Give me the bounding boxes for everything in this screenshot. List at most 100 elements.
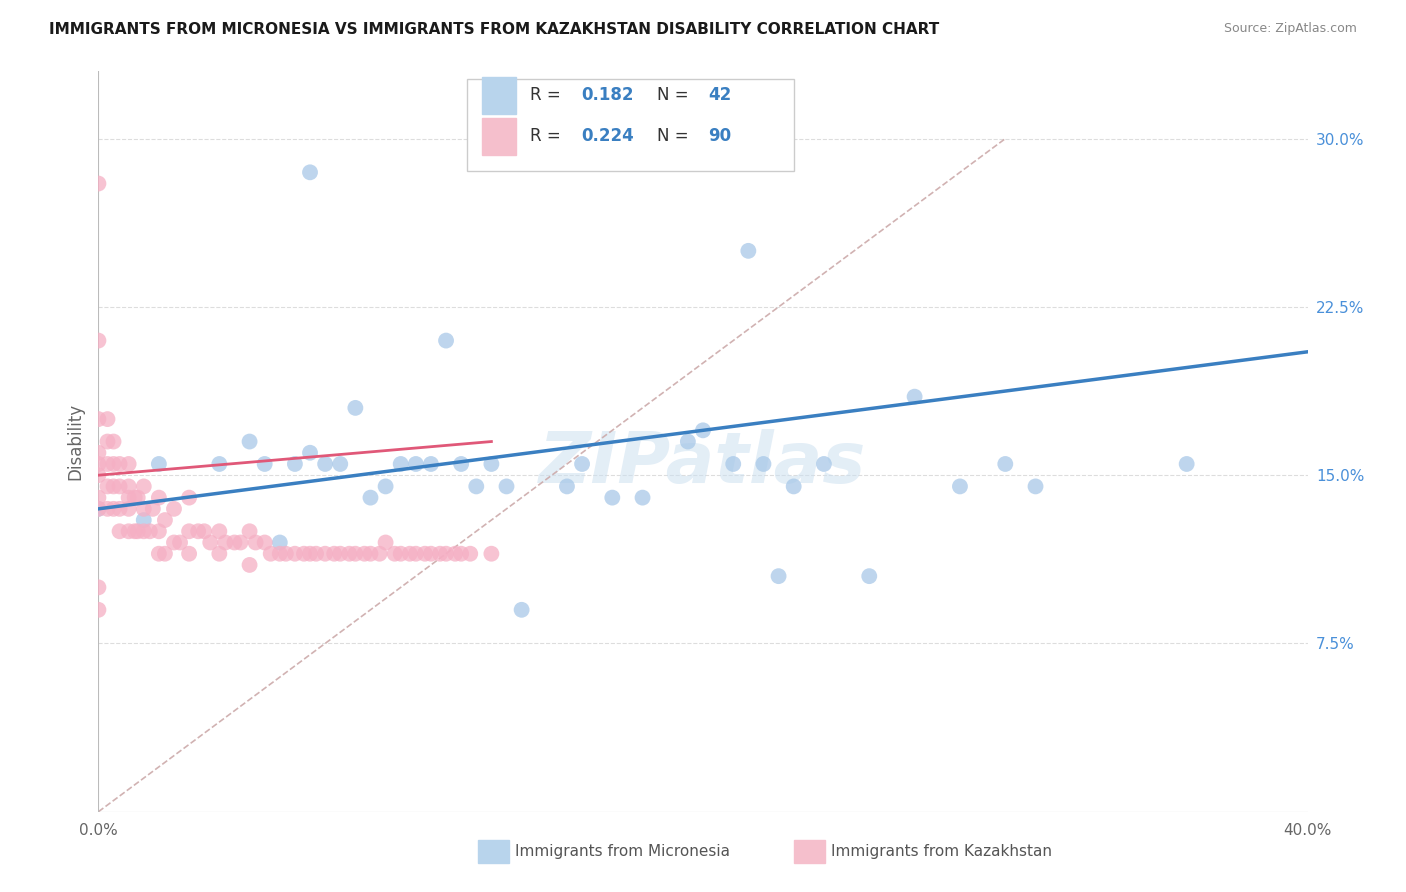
Point xyxy=(495,479,517,493)
Point xyxy=(314,457,336,471)
Point xyxy=(1024,479,1046,493)
Point xyxy=(208,457,231,471)
Point xyxy=(444,547,467,561)
Point xyxy=(260,547,283,561)
Point xyxy=(179,524,201,539)
Point xyxy=(949,479,972,493)
Text: R =: R = xyxy=(530,87,567,104)
Point xyxy=(108,479,131,493)
Point xyxy=(87,412,110,426)
Text: 0.182: 0.182 xyxy=(581,87,633,104)
Point xyxy=(108,457,131,471)
Point xyxy=(481,547,503,561)
Point xyxy=(299,547,322,561)
Point xyxy=(353,547,375,561)
Point xyxy=(344,401,367,415)
Point xyxy=(384,547,406,561)
Point xyxy=(132,524,155,539)
Point xyxy=(148,524,170,539)
Point xyxy=(450,547,472,561)
Y-axis label: Disability: Disability xyxy=(66,403,84,480)
Text: 42: 42 xyxy=(707,87,731,104)
Point xyxy=(187,524,209,539)
Point xyxy=(87,501,110,516)
Point xyxy=(413,547,436,561)
Point xyxy=(429,547,451,561)
Point xyxy=(87,501,110,516)
Point xyxy=(269,547,291,561)
Point xyxy=(360,491,382,505)
Point xyxy=(124,524,146,539)
Point xyxy=(374,479,396,493)
Point xyxy=(127,524,149,539)
Point xyxy=(118,491,141,505)
Point xyxy=(103,501,125,516)
Point xyxy=(148,457,170,471)
Point xyxy=(904,390,927,404)
Text: 0.224: 0.224 xyxy=(581,128,634,145)
Point xyxy=(450,457,472,471)
Point xyxy=(124,491,146,505)
Point xyxy=(103,457,125,471)
Point xyxy=(87,603,110,617)
Point xyxy=(253,535,276,549)
Point xyxy=(132,513,155,527)
Point xyxy=(96,457,118,471)
Point xyxy=(96,434,118,449)
Text: Source: ZipAtlas.com: Source: ZipAtlas.com xyxy=(1223,22,1357,36)
Point xyxy=(118,457,141,471)
Point xyxy=(148,491,170,505)
Point xyxy=(118,501,141,516)
Point xyxy=(96,501,118,516)
Point xyxy=(103,434,125,449)
Point xyxy=(314,547,336,561)
Point xyxy=(108,501,131,516)
Point xyxy=(87,446,110,460)
Point xyxy=(208,524,231,539)
Point xyxy=(139,524,162,539)
Point xyxy=(994,457,1017,471)
Text: N =: N = xyxy=(657,128,695,145)
Point xyxy=(208,547,231,561)
Point xyxy=(284,457,307,471)
Point xyxy=(481,457,503,471)
Point xyxy=(87,457,110,471)
Point xyxy=(555,479,578,493)
Point xyxy=(510,603,533,617)
Point xyxy=(344,547,367,561)
Point xyxy=(571,457,593,471)
Point xyxy=(214,535,236,549)
Text: 90: 90 xyxy=(707,128,731,145)
Point xyxy=(169,535,191,549)
Point xyxy=(87,580,110,594)
Point xyxy=(253,457,276,471)
Point xyxy=(329,547,352,561)
Point xyxy=(458,547,481,561)
Point xyxy=(323,547,346,561)
Point xyxy=(142,501,165,516)
Point xyxy=(398,547,420,561)
Point xyxy=(87,177,110,191)
Point xyxy=(118,479,141,493)
Point xyxy=(389,457,412,471)
Text: N =: N = xyxy=(657,87,695,104)
Point xyxy=(239,558,262,572)
Point xyxy=(179,547,201,561)
Point xyxy=(274,547,297,561)
Point xyxy=(153,547,176,561)
Point xyxy=(163,501,186,516)
FancyBboxPatch shape xyxy=(482,77,516,114)
Point xyxy=(434,547,457,561)
Point xyxy=(87,468,110,483)
Point xyxy=(813,457,835,471)
Text: Immigrants from Kazakhstan: Immigrants from Kazakhstan xyxy=(831,845,1052,859)
Text: IMMIGRANTS FROM MICRONESIA VS IMMIGRANTS FROM KAZAKHSTAN DISABILITY CORRELATION : IMMIGRANTS FROM MICRONESIA VS IMMIGRANTS… xyxy=(49,22,939,37)
Point xyxy=(783,479,806,493)
Point xyxy=(368,547,391,561)
Point xyxy=(768,569,790,583)
Point xyxy=(305,547,328,561)
Point xyxy=(153,513,176,527)
Point xyxy=(420,547,443,561)
Point xyxy=(224,535,246,549)
Point xyxy=(405,457,427,471)
